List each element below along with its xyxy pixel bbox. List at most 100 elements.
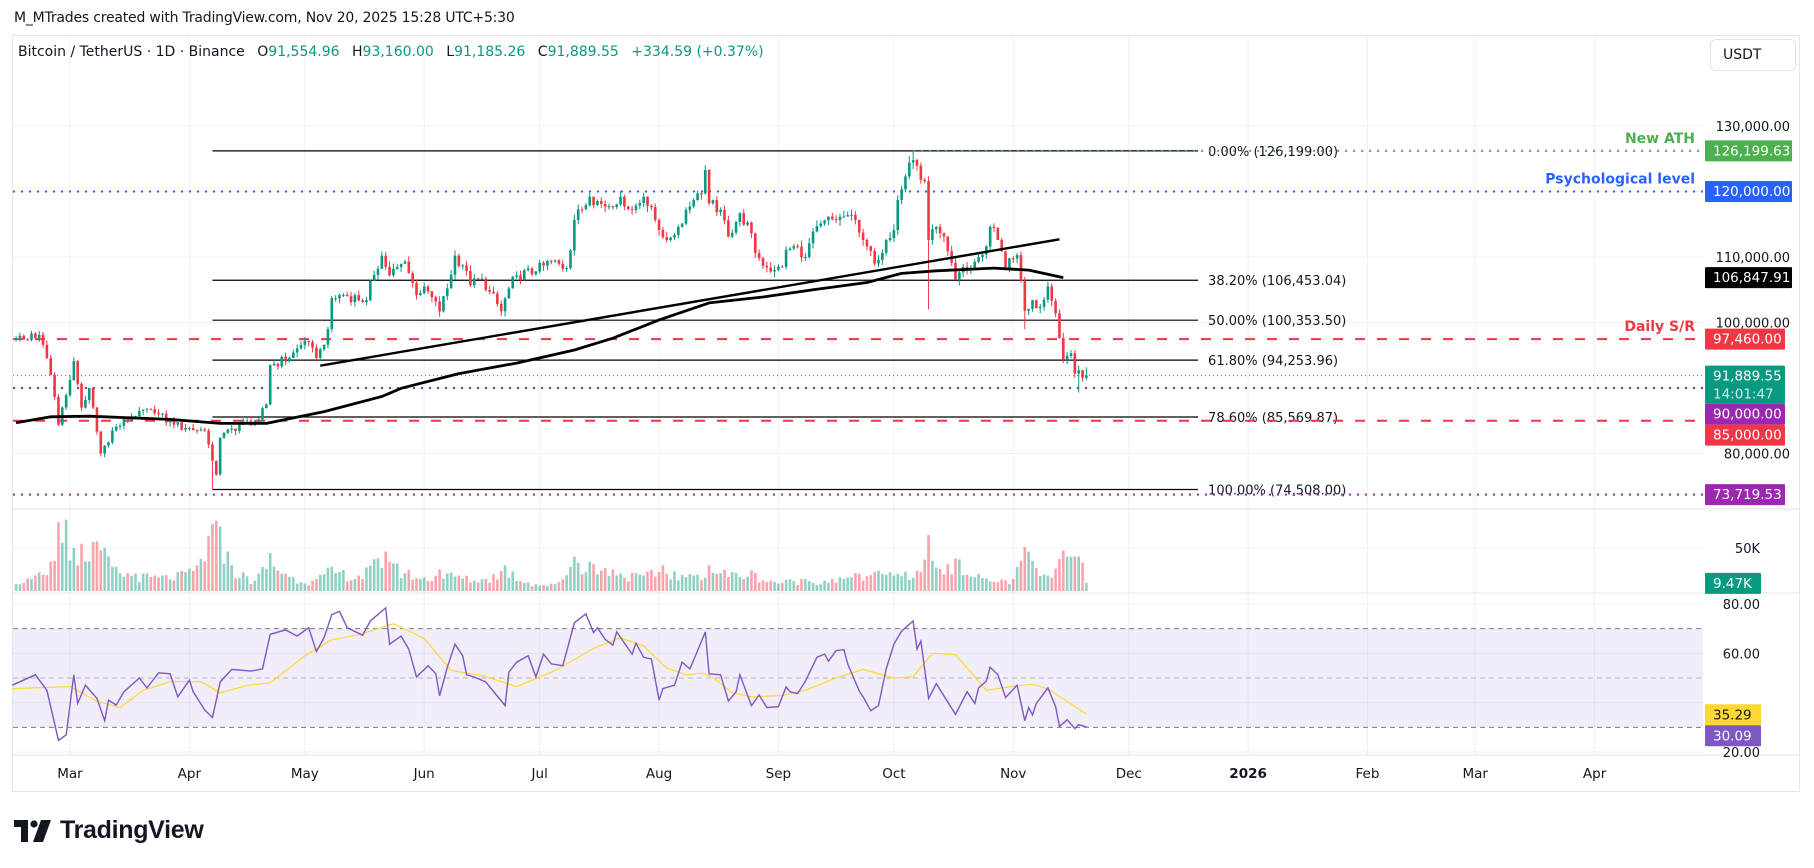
candle[interactable]: [14, 335, 18, 342]
candle[interactable]: [234, 428, 237, 435]
candle[interactable]: [992, 223, 996, 232]
candle[interactable]: [630, 205, 634, 215]
candle[interactable]: [834, 215, 838, 223]
candle[interactable]: [576, 204, 580, 225]
candle[interactable]: [399, 263, 403, 272]
trendline[interactable]: [320, 238, 1060, 367]
candle[interactable]: [611, 205, 615, 210]
candle[interactable]: [272, 360, 276, 366]
candle[interactable]: [72, 356, 76, 381]
candle[interactable]: [41, 331, 45, 348]
candle[interactable]: [673, 232, 676, 241]
candle[interactable]: [603, 200, 607, 213]
candle[interactable]: [1065, 351, 1069, 365]
candle[interactable]: [665, 232, 669, 243]
candle[interactable]: [919, 162, 923, 184]
candle[interactable]: [915, 158, 919, 171]
candle[interactable]: [103, 445, 106, 458]
candle[interactable]: [322, 344, 326, 351]
candle[interactable]: [488, 285, 491, 295]
candle[interactable]: [519, 270, 522, 285]
candle[interactable]: [757, 249, 761, 261]
candle[interactable]: [619, 190, 622, 207]
candle[interactable]: [615, 203, 618, 210]
candle[interactable]: [746, 220, 749, 227]
candle[interactable]: [869, 245, 873, 256]
candle[interactable]: [372, 270, 376, 281]
candle[interactable]: [496, 290, 499, 307]
candle[interactable]: [334, 295, 337, 302]
candle[interactable]: [796, 243, 799, 249]
candle[interactable]: [426, 284, 430, 294]
candle[interactable]: [315, 344, 318, 362]
candle[interactable]: [1031, 299, 1034, 312]
candle[interactable]: [326, 326, 330, 349]
candle[interactable]: [195, 429, 199, 434]
candle[interactable]: [249, 416, 253, 427]
candle[interactable]: [292, 349, 295, 359]
candle[interactable]: [942, 232, 946, 243]
candle[interactable]: [207, 428, 210, 449]
candle[interactable]: [99, 430, 103, 457]
candle[interactable]: [600, 197, 603, 208]
candle[interactable]: [153, 405, 156, 416]
candle[interactable]: [261, 406, 264, 422]
candle[interactable]: [934, 226, 938, 234]
candle[interactable]: [230, 425, 233, 434]
candle[interactable]: [711, 199, 715, 205]
candle[interactable]: [226, 428, 230, 435]
candle[interactable]: [438, 296, 441, 317]
candle[interactable]: [1011, 255, 1015, 263]
candle[interactable]: [1027, 308, 1030, 316]
candle[interactable]: [141, 409, 145, 416]
candle[interactable]: [703, 164, 707, 195]
candle[interactable]: [638, 199, 642, 210]
candle[interactable]: [592, 196, 595, 209]
candle[interactable]: [877, 255, 880, 268]
candle[interactable]: [804, 253, 807, 262]
candle[interactable]: [861, 228, 865, 246]
candle[interactable]: [784, 246, 788, 270]
tradingview-logo[interactable]: TradingView: [14, 816, 204, 845]
candle[interactable]: [442, 295, 445, 313]
candle[interactable]: [634, 203, 638, 214]
candle[interactable]: [927, 176, 930, 310]
candle[interactable]: [623, 194, 626, 211]
candle[interactable]: [904, 174, 907, 193]
candle[interactable]: [807, 238, 811, 259]
candle[interactable]: [911, 150, 915, 170]
candle[interactable]: [553, 259, 557, 263]
candle[interactable]: [734, 220, 738, 235]
candle[interactable]: [1081, 369, 1084, 382]
candle[interactable]: [900, 185, 903, 205]
candle[interactable]: [815, 220, 819, 233]
candle[interactable]: [415, 279, 418, 300]
candle[interactable]: [111, 426, 114, 445]
candle[interactable]: [750, 221, 753, 238]
candle[interactable]: [811, 227, 815, 249]
candle[interactable]: [84, 395, 87, 409]
candle[interactable]: [107, 441, 110, 448]
candle[interactable]: [203, 427, 207, 433]
candle[interactable]: [342, 293, 345, 298]
candle[interactable]: [30, 330, 33, 342]
candle[interactable]: [49, 354, 53, 376]
candle[interactable]: [742, 209, 746, 226]
candle[interactable]: [607, 203, 611, 210]
candle[interactable]: [650, 204, 653, 211]
candle[interactable]: [838, 213, 842, 226]
candle[interactable]: [80, 382, 83, 412]
candle[interactable]: [626, 205, 630, 211]
candle[interactable]: [688, 201, 692, 214]
candle[interactable]: [369, 279, 372, 302]
candle[interactable]: [842, 210, 846, 218]
candle[interactable]: [573, 214, 576, 256]
candle[interactable]: [472, 273, 476, 289]
candle[interactable]: [469, 265, 472, 287]
candle[interactable]: [145, 408, 149, 413]
candle[interactable]: [831, 212, 834, 221]
candle[interactable]: [76, 359, 79, 386]
candle[interactable]: [780, 265, 784, 268]
candle[interactable]: [26, 338, 29, 341]
candle[interactable]: [68, 375, 72, 398]
